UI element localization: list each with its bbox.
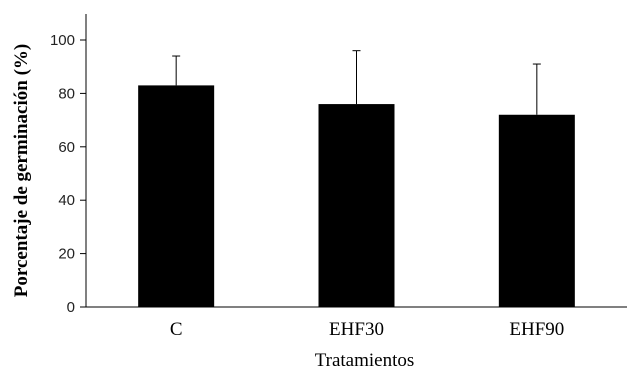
y-axis-ticks: 0 20 40 60 80 100 xyxy=(50,32,86,316)
x-axis-category-labels: C EHF30 EHF90 xyxy=(170,319,564,340)
bar-ehf90 xyxy=(498,114,575,307)
y-tick-label: 100 xyxy=(50,32,75,49)
y-tick-label: 20 xyxy=(58,246,75,263)
y-axis-title: Porcentaje de germinación (%) xyxy=(11,44,32,297)
y-tick-label: 60 xyxy=(58,139,75,156)
x-category-label: C xyxy=(170,319,183,340)
y-tick-label: 0 xyxy=(67,299,75,316)
bar-c xyxy=(138,85,215,307)
x-category-label: EHF90 xyxy=(509,319,564,340)
bar-ehf30 xyxy=(318,104,395,307)
y-tick-label: 80 xyxy=(58,85,75,102)
x-category-label: EHF30 xyxy=(329,319,384,340)
y-tick-label: 40 xyxy=(58,192,75,209)
plot-area xyxy=(138,50,575,307)
x-axis-title: Tratamientos xyxy=(315,350,415,371)
